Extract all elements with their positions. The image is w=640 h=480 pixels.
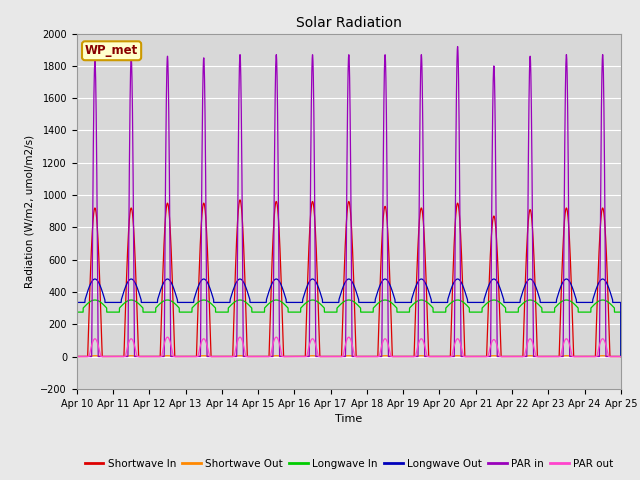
PAR out <box>617 354 625 360</box>
Shortwave Out <box>91 353 99 359</box>
Longwave In <box>502 305 509 311</box>
PAR in <box>73 354 81 360</box>
Y-axis label: Radiation (W/m2, umol/m2/s): Radiation (W/m2, umol/m2/s) <box>25 134 35 288</box>
Longwave In <box>617 354 625 360</box>
PAR out <box>471 354 479 360</box>
Longwave In <box>471 309 479 315</box>
PAR out <box>441 354 449 360</box>
Longwave In <box>441 309 449 315</box>
Longwave Out <box>441 300 449 305</box>
Shortwave In <box>617 354 625 360</box>
PAR in <box>440 354 448 360</box>
Shortwave In <box>616 354 624 360</box>
PAR out <box>73 354 81 360</box>
Shortwave Out <box>616 354 624 360</box>
Longwave In <box>616 309 624 315</box>
Title: Solar Radiation: Solar Radiation <box>296 16 402 30</box>
PAR out <box>616 354 624 360</box>
Line: Shortwave Out: Shortwave Out <box>77 356 621 357</box>
Longwave Out <box>329 300 337 305</box>
Shortwave Out <box>617 354 625 360</box>
PAR out <box>164 334 172 340</box>
Shortwave In <box>471 354 479 360</box>
Shortwave Out <box>329 354 337 360</box>
Longwave In <box>91 297 99 303</box>
PAR out <box>171 354 179 360</box>
PAR out <box>502 354 509 360</box>
Line: PAR in: PAR in <box>77 47 621 357</box>
PAR in <box>616 354 624 360</box>
Shortwave In <box>329 354 337 360</box>
Line: PAR out: PAR out <box>77 337 621 357</box>
Legend: Shortwave In, Shortwave Out, Longwave In, Longwave Out, PAR in, PAR out: Shortwave In, Shortwave Out, Longwave In… <box>81 455 617 473</box>
PAR in <box>171 354 179 360</box>
Longwave In <box>73 309 81 315</box>
Longwave Out <box>471 300 479 305</box>
Shortwave In <box>502 354 509 360</box>
Shortwave In <box>441 354 449 360</box>
Shortwave Out <box>171 354 179 360</box>
Longwave In <box>171 300 179 306</box>
Shortwave Out <box>73 354 81 360</box>
Longwave Out <box>502 300 509 305</box>
Shortwave Out <box>441 354 449 360</box>
PAR in <box>617 354 625 360</box>
PAR out <box>329 354 337 360</box>
Text: WP_met: WP_met <box>85 44 138 57</box>
Longwave In <box>329 309 337 315</box>
PAR in <box>471 354 479 360</box>
Shortwave Out <box>502 354 509 360</box>
Longwave Out <box>91 276 99 282</box>
PAR in <box>328 354 336 360</box>
Longwave Out <box>617 354 625 360</box>
Shortwave In <box>171 348 179 353</box>
X-axis label: Time: Time <box>335 414 362 424</box>
Line: Longwave Out: Longwave Out <box>77 279 621 357</box>
PAR in <box>502 354 509 360</box>
Shortwave In <box>236 197 244 203</box>
Longwave Out <box>73 300 81 305</box>
Longwave Out <box>616 300 624 305</box>
Line: Longwave In: Longwave In <box>77 300 621 357</box>
Longwave Out <box>171 288 179 294</box>
Shortwave Out <box>471 354 479 360</box>
Shortwave In <box>73 354 81 360</box>
PAR in <box>454 44 461 49</box>
Line: Shortwave In: Shortwave In <box>77 200 621 357</box>
